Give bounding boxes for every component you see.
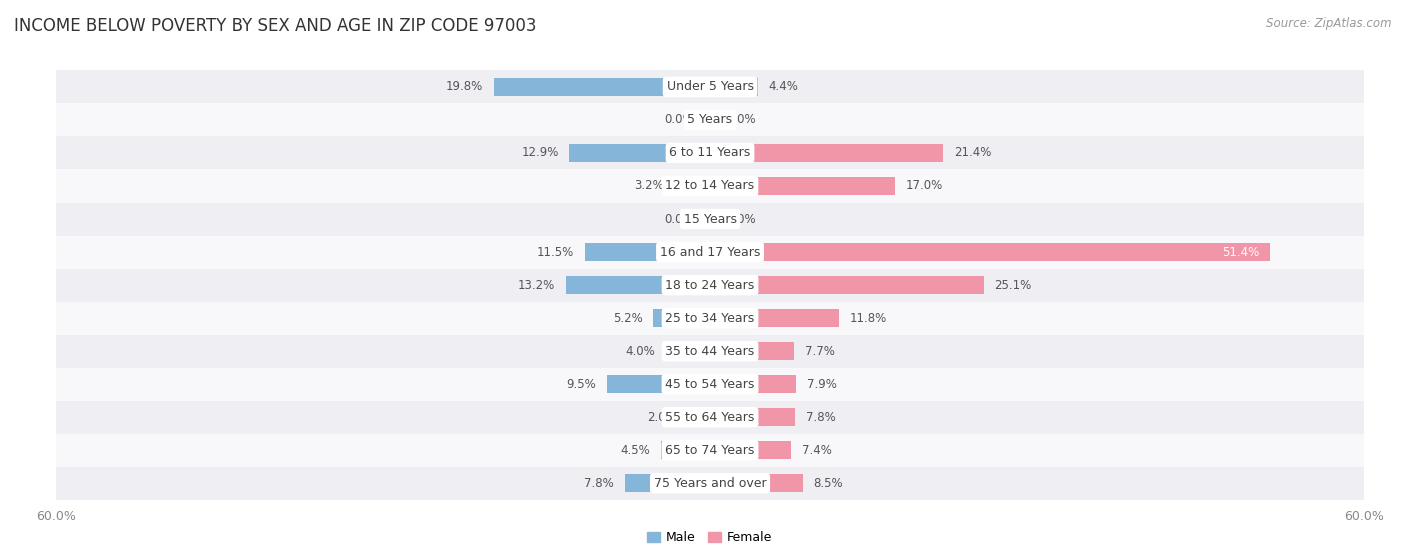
Text: 0.0%: 0.0%: [727, 113, 756, 126]
Text: INCOME BELOW POVERTY BY SEX AND AGE IN ZIP CODE 97003: INCOME BELOW POVERTY BY SEX AND AGE IN Z…: [14, 17, 537, 35]
Text: 7.4%: 7.4%: [801, 444, 831, 457]
Bar: [56, 302, 1364, 335]
Bar: [56, 467, 1364, 500]
Text: 25.1%: 25.1%: [994, 278, 1032, 292]
Bar: [689, 408, 710, 427]
Bar: [56, 103, 1364, 136]
Text: 15 Years: 15 Years: [683, 212, 737, 225]
Bar: [710, 342, 794, 360]
Bar: [56, 169, 1364, 202]
Text: 16 and 17 Years: 16 and 17 Years: [659, 245, 761, 259]
Bar: [585, 243, 710, 261]
Bar: [710, 177, 896, 195]
Bar: [626, 474, 710, 492]
Bar: [710, 243, 1270, 261]
Text: 45 to 54 Years: 45 to 54 Years: [665, 378, 755, 391]
Text: 13.2%: 13.2%: [517, 278, 555, 292]
Bar: [710, 375, 796, 394]
Bar: [675, 177, 710, 195]
Text: 51.4%: 51.4%: [1222, 245, 1260, 259]
Bar: [654, 309, 710, 327]
Text: 25 to 34 Years: 25 to 34 Years: [665, 311, 755, 325]
Text: 4.5%: 4.5%: [620, 444, 650, 457]
Text: 7.7%: 7.7%: [804, 345, 835, 358]
Text: 6 to 11 Years: 6 to 11 Years: [669, 146, 751, 159]
Bar: [606, 375, 710, 394]
Bar: [495, 78, 710, 96]
Bar: [661, 441, 710, 459]
Text: 4.0%: 4.0%: [626, 345, 655, 358]
Bar: [666, 342, 710, 360]
Text: Source: ZipAtlas.com: Source: ZipAtlas.com: [1267, 17, 1392, 30]
Bar: [569, 144, 710, 162]
Text: 65 to 74 Years: 65 to 74 Years: [665, 444, 755, 457]
Text: 11.5%: 11.5%: [537, 245, 574, 259]
Bar: [56, 70, 1364, 103]
Text: 9.5%: 9.5%: [565, 378, 596, 391]
Text: 5 Years: 5 Years: [688, 113, 733, 126]
Text: 7.8%: 7.8%: [585, 477, 614, 490]
Text: 55 to 64 Years: 55 to 64 Years: [665, 411, 755, 424]
Bar: [567, 276, 710, 294]
Text: 8.5%: 8.5%: [814, 477, 844, 490]
Text: 7.8%: 7.8%: [806, 411, 835, 424]
Bar: [710, 144, 943, 162]
Bar: [710, 309, 838, 327]
Bar: [56, 136, 1364, 169]
Bar: [56, 235, 1364, 268]
Bar: [56, 202, 1364, 235]
Text: 3.2%: 3.2%: [634, 179, 664, 192]
Text: 4.4%: 4.4%: [769, 80, 799, 93]
Bar: [56, 368, 1364, 401]
Text: Under 5 Years: Under 5 Years: [666, 80, 754, 93]
Text: 5.2%: 5.2%: [613, 311, 643, 325]
Bar: [710, 408, 794, 427]
Bar: [56, 268, 1364, 302]
Bar: [56, 401, 1364, 434]
Bar: [710, 276, 984, 294]
Bar: [56, 335, 1364, 368]
Text: 0.0%: 0.0%: [664, 113, 693, 126]
Bar: [56, 434, 1364, 467]
Text: 17.0%: 17.0%: [905, 179, 943, 192]
Legend: Male, Female: Male, Female: [643, 526, 778, 549]
Text: 18 to 24 Years: 18 to 24 Years: [665, 278, 755, 292]
Text: 2.0%: 2.0%: [648, 411, 678, 424]
Text: 12 to 14 Years: 12 to 14 Years: [665, 179, 755, 192]
Text: 0.0%: 0.0%: [727, 212, 756, 225]
Text: 7.9%: 7.9%: [807, 378, 837, 391]
Bar: [710, 441, 790, 459]
Bar: [710, 474, 803, 492]
Text: 75 Years and over: 75 Years and over: [654, 477, 766, 490]
Bar: [710, 78, 758, 96]
Text: 21.4%: 21.4%: [955, 146, 991, 159]
Text: 0.0%: 0.0%: [664, 212, 693, 225]
Text: 12.9%: 12.9%: [522, 146, 558, 159]
Text: 35 to 44 Years: 35 to 44 Years: [665, 345, 755, 358]
Text: 11.8%: 11.8%: [849, 311, 887, 325]
Text: 19.8%: 19.8%: [446, 80, 484, 93]
